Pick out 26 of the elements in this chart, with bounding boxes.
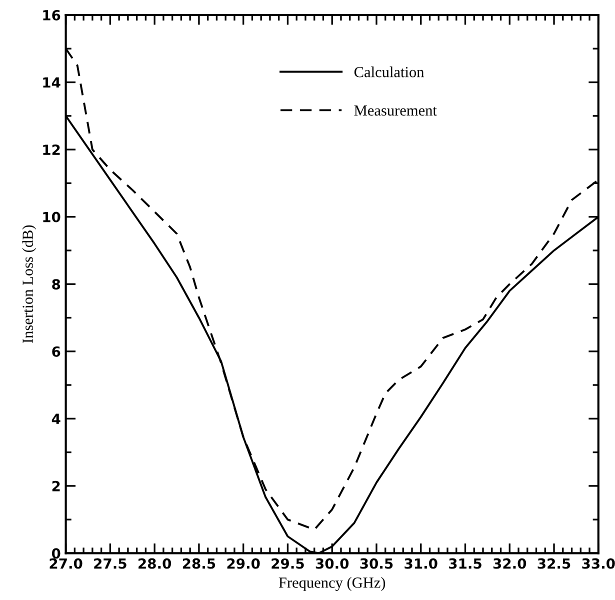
legend-label: Calculation: [354, 66, 424, 78]
x-tick-label: 30.0: [316, 558, 349, 569]
x-tick-label: 31.0: [404, 558, 438, 569]
x-tick-label: 28.5: [182, 558, 216, 569]
x-tick-label: 31.5: [449, 558, 482, 569]
y-tick-label: 10: [43, 212, 60, 222]
y-tick-label: 2: [52, 480, 60, 492]
y-tick-label: 14: [43, 77, 60, 88]
x-tick-label: 29.0: [227, 558, 260, 569]
x-tick-label: 33.0: [582, 558, 615, 569]
y-tick-label: 16: [43, 10, 60, 20]
x-tick-label: 27.0: [50, 558, 82, 569]
y-tick-label: 6: [52, 346, 60, 357]
y-tick-label: 4: [52, 414, 60, 424]
x-tick-label: 28.0: [138, 558, 172, 569]
y-tick-label: 0: [52, 548, 60, 559]
x-tick-label: 27.5: [94, 558, 126, 569]
x-tick-label: 29.5: [272, 558, 304, 569]
y-tick-label: 8: [52, 279, 60, 290]
legend-label: Measurement: [354, 106, 437, 116]
x-tick-label: 32.5: [538, 558, 570, 569]
x-tick-label: 30.5: [360, 558, 393, 569]
y-tick-label: 12: [43, 144, 60, 155]
x-tick-label: 32.0: [493, 558, 526, 569]
y-axis-title: Insertion Loss (dB): [22, 225, 36, 343]
x-axis-title: Frequency (GHz): [278, 577, 386, 591]
